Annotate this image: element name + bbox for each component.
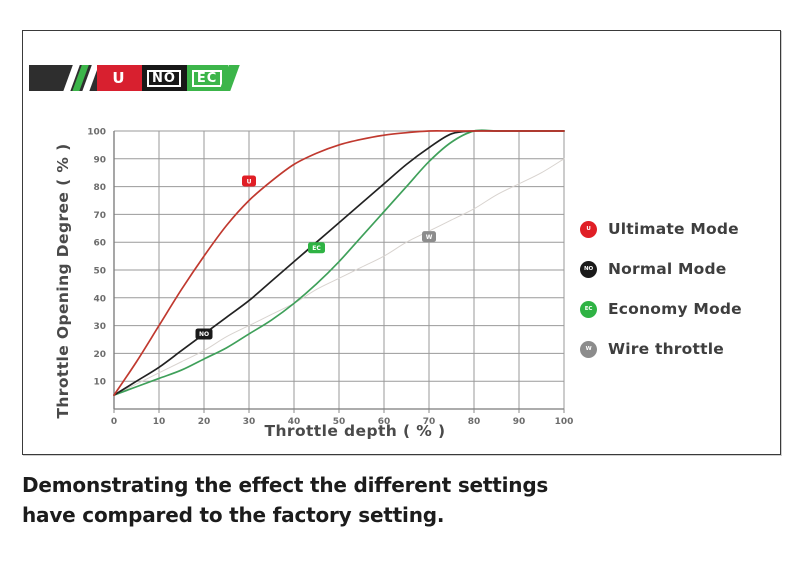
x-tick-label: 10	[153, 417, 166, 427]
x-tick-label: 100	[555, 417, 574, 427]
y-tick-label: 30	[93, 322, 106, 332]
legend-label-normal: Normal Mode	[608, 260, 727, 278]
legend-marker-wire-throttle-icon: W	[580, 340, 597, 358]
series-line-ultimate-mode	[113, 130, 565, 396]
data-badge-ultimate-mode	[242, 175, 256, 187]
legend-item-normal[interactable]: NO Normal Mode	[580, 249, 780, 289]
caption: Demonstrating the effect the different s…	[22, 470, 762, 530]
chart-legend: U Ultimate Mode NO Normal Mode EC Econom…	[580, 209, 780, 369]
y-axis-title: Throttle Opening Degree ( % )	[54, 143, 72, 418]
x-tick-label: 50	[333, 417, 346, 427]
y-tick-label: 20	[93, 350, 106, 360]
series-line-wire-throttle	[113, 158, 565, 396]
x-tick-label: 70	[423, 417, 436, 427]
x-tick-label: 90	[513, 417, 526, 427]
y-tick-label: 60	[93, 239, 106, 249]
y-tick-label: 90	[93, 155, 106, 165]
grid-layer	[113, 130, 565, 410]
x-tick-label: 20	[198, 417, 211, 427]
ticks-layer: 0 10 20 30 40 50 60 70 80 90 100 10 20 30 40 50 60 70 80 90…	[87, 128, 573, 428]
legend-marker-economy-icon: EC	[580, 300, 597, 318]
x-tick-label: 60	[378, 417, 391, 427]
data-badge-wire-throttle	[422, 231, 436, 243]
brand-segment-normal: NO	[141, 65, 187, 91]
y-tick-label: 50	[93, 267, 106, 277]
data-badge-label-normal-mode: NO	[199, 331, 209, 338]
y-tick-label: 100	[87, 128, 106, 138]
x-axis-title: Throttle depth ( % )	[265, 422, 446, 440]
legend-label-wire-throttle: Wire throttle	[608, 340, 724, 358]
x-tick-label: 0	[111, 417, 117, 427]
brand-segment-slashes	[62, 65, 97, 91]
legend-label-ultimate: Ultimate Mode	[608, 220, 739, 238]
brand-label-ec: EC	[191, 69, 223, 87]
x-tick-label: 80	[468, 417, 481, 427]
caption-line-1: Demonstrating the effect the different s…	[22, 473, 549, 497]
badge-layer: U NO EC W	[195, 175, 436, 340]
legend-marker-normal-icon: NO	[580, 260, 597, 278]
brand-segment-ultimate: U	[96, 65, 142, 91]
x-tick-label: 40	[288, 417, 301, 427]
plot-area: 0 10 20 30 40 50 60 70 80 90 100 10 20 30 40 50 60 70 80 90…	[23, 31, 782, 456]
x-tick-label: 30	[243, 417, 256, 427]
legend-item-ultimate[interactable]: U Ultimate Mode	[580, 209, 780, 249]
y-tick-label: 10	[93, 378, 106, 388]
chart-card: U NO EC 0 10 20 30 40 50 60 70 80 90 100 10 20 30 40 50…	[22, 30, 781, 455]
y-tick-label: 80	[93, 183, 106, 193]
legend-item-wire-throttle[interactable]: W Wire throttle	[580, 329, 780, 369]
data-badge-label-wire-throttle: W	[426, 234, 433, 241]
line-chart-svg: 0 10 20 30 40 50 60 70 80 90 100 10 20 30 40 50 60 70 80 90…	[54, 128, 573, 441]
data-badge-economy-mode	[308, 242, 325, 254]
legend-marker-ultimate-icon: U	[580, 220, 597, 238]
y-tick-label: 70	[93, 211, 106, 221]
data-badge-label-ultimate-mode: U	[247, 178, 252, 185]
brand-segment-dark	[29, 65, 63, 91]
y-tick-label: 40	[93, 294, 106, 304]
brand-label-u: U	[112, 69, 126, 87]
series-layer	[113, 129, 565, 396]
brand-banner: U NO EC	[29, 65, 240, 91]
data-badge-normal-mode	[195, 328, 213, 340]
legend-item-economy[interactable]: EC Economy Mode	[580, 289, 780, 329]
legend-label-economy: Economy Mode	[608, 300, 742, 318]
caption-line-2: have compared to the factory setting.	[22, 503, 445, 527]
data-badge-label-economy-mode: EC	[312, 245, 321, 252]
brand-label-no: NO	[147, 69, 181, 87]
